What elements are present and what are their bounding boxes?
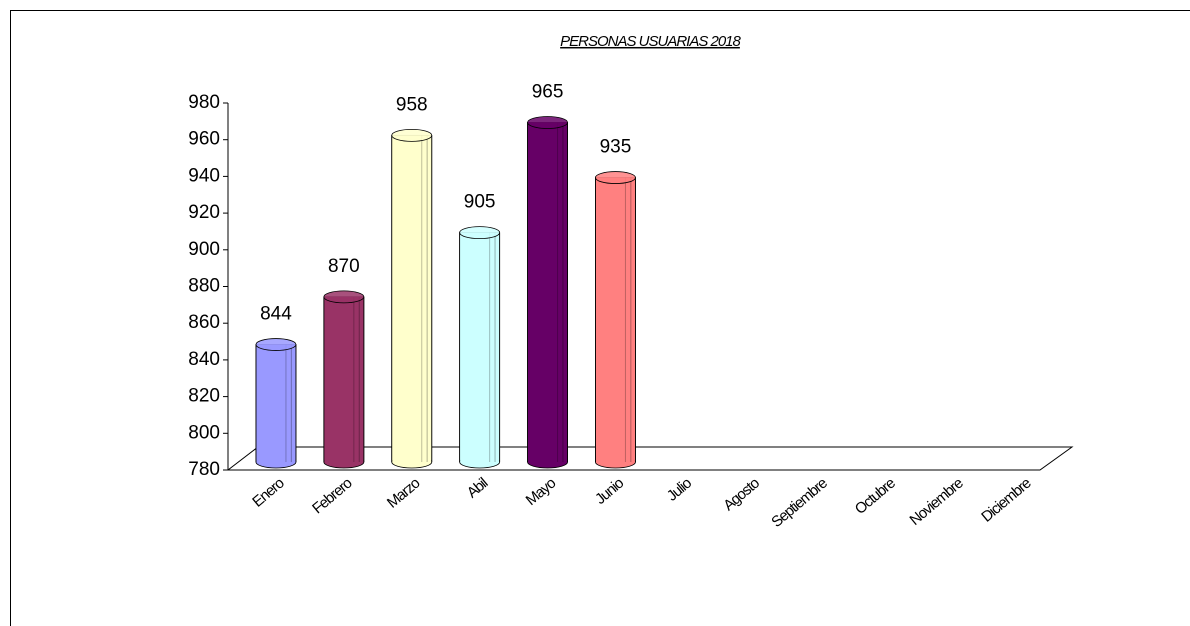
value-label: 844 [260, 304, 292, 325]
y-tick-label: 960 [188, 129, 220, 150]
bar-top [323, 290, 365, 304]
y-tick-label: 820 [188, 386, 220, 407]
bar-body [392, 135, 432, 462]
bar-body [256, 344, 296, 462]
y-tick-label: 900 [188, 239, 220, 260]
value-label: 870 [328, 256, 360, 277]
value-label: 905 [464, 192, 496, 213]
y-tick-label: 980 [188, 92, 220, 113]
y-tick-label: 840 [188, 349, 220, 370]
bar-top [527, 116, 568, 129]
y-tick-label: 800 [188, 422, 220, 443]
value-label: 935 [600, 137, 632, 158]
y-tick-label: 940 [188, 165, 220, 186]
bar-body [324, 296, 364, 462]
y-tick-label: 920 [188, 202, 220, 223]
bar-top [255, 338, 297, 351]
value-label: 965 [532, 82, 564, 103]
bar-body [528, 122, 568, 463]
chart-title: PERSONAS USUARIAS 2018 [560, 33, 741, 50]
bar-body [460, 232, 500, 462]
bar-top [595, 171, 636, 184]
bar-top [391, 128, 433, 142]
bar-top [459, 226, 501, 240]
y-tick-label: 880 [188, 276, 220, 297]
floor [226, 446, 1074, 471]
y-tick-label: 780 [188, 459, 220, 480]
value-label: 958 [396, 94, 428, 115]
y-tick-label: 860 [188, 312, 220, 333]
bar-body [595, 177, 635, 462]
